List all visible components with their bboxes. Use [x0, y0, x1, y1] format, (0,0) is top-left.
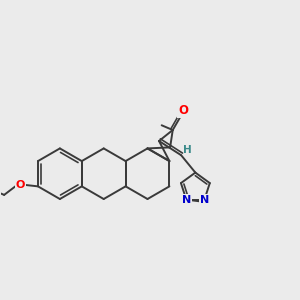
- Text: N: N: [182, 195, 191, 205]
- Text: H: H: [183, 146, 192, 155]
- Text: O: O: [16, 180, 25, 190]
- Text: O: O: [178, 104, 188, 117]
- Text: N: N: [200, 195, 209, 205]
